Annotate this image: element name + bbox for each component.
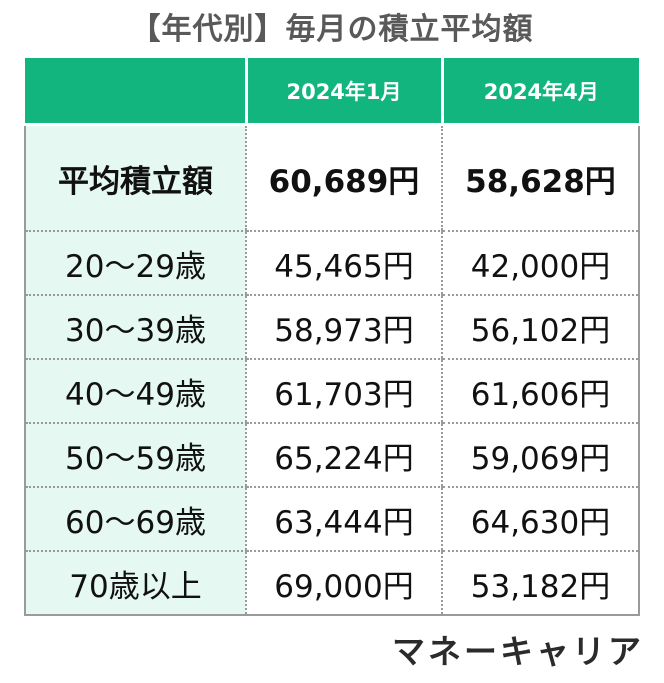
row-label: 60～69歳 xyxy=(24,487,246,552)
value-cell: 58,973円 xyxy=(245,295,442,360)
header-row: 2024年1月 2024年4月 xyxy=(25,58,639,126)
row-label: 70歳以上 xyxy=(24,551,246,616)
value-cell: 64,630円 xyxy=(441,487,640,552)
table-row: 40～49歳 61,703円 61,606円 xyxy=(24,359,640,424)
value-cell: 65,224円 xyxy=(245,423,442,488)
table-row: 60～69歳 63,444円 64,630円 xyxy=(24,487,640,552)
value-cell: 53,182円 xyxy=(441,551,640,616)
table-row: 70歳以上 69,000円 53,182円 xyxy=(24,551,640,616)
row-label: 20～29歳 xyxy=(24,231,246,296)
monthly-average-table: 2024年1月 2024年4月 平均積立額 60,689円 58,628円 20… xyxy=(24,58,640,616)
value-cell: 42,000円 xyxy=(441,231,640,296)
table-row: 20～29歳 45,465円 42,000円 xyxy=(24,231,640,296)
value-cell: 69,000円 xyxy=(245,551,442,616)
table-row: 50～59歳 65,224円 59,069円 xyxy=(24,423,640,488)
average-row: 平均積立額 60,689円 58,628円 xyxy=(24,124,640,232)
page-title: 【年代別】毎月の積立平均額 xyxy=(130,12,534,47)
row-label: 50～59歳 xyxy=(24,423,246,488)
value-cell: 63,444円 xyxy=(245,487,442,552)
corner-header-cell xyxy=(25,58,246,126)
value-cell: 61,606円 xyxy=(441,359,640,424)
value-cell: 58,628円 xyxy=(441,124,640,232)
column-header-2024-apr: 2024年4月 xyxy=(440,58,639,126)
value-cell: 56,102円 xyxy=(441,295,640,360)
value-cell: 60,689円 xyxy=(245,124,442,232)
value-cell: 59,069円 xyxy=(441,423,640,488)
value-cell: 61,703円 xyxy=(245,359,442,424)
table-row: 30～39歳 58,973円 56,102円 xyxy=(24,295,640,360)
row-label: 30～39歳 xyxy=(24,295,246,360)
row-label: 平均積立額 xyxy=(24,124,246,232)
row-label: 40～49歳 xyxy=(24,359,246,424)
value-cell: 45,465円 xyxy=(245,231,442,296)
brand-logo: マネーキャリア xyxy=(392,632,644,671)
column-header-2024-jan: 2024年1月 xyxy=(244,58,442,126)
